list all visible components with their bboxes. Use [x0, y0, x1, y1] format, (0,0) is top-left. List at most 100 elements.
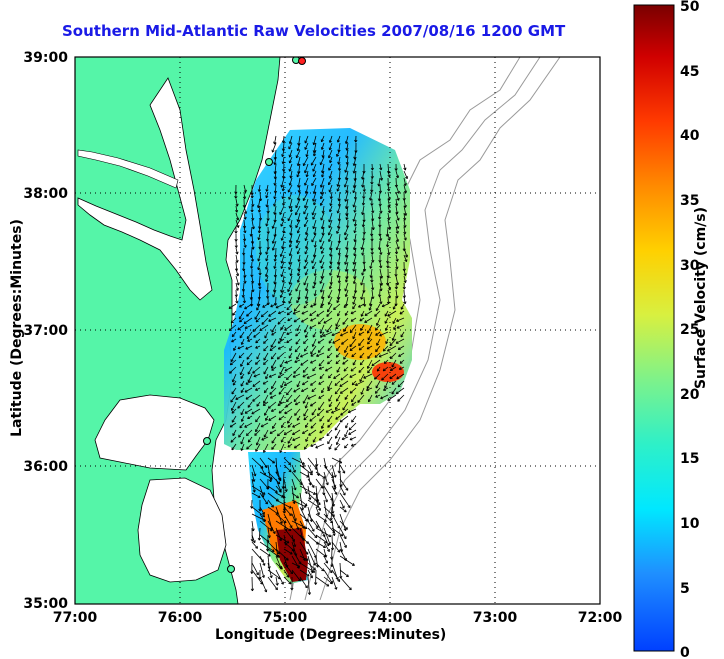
velocity-vector: [323, 457, 327, 469]
velocity-vector: [307, 506, 313, 522]
velocity-vector: [379, 233, 382, 241]
velocity-vector: [295, 282, 301, 292]
velocity-vector-head: [290, 469, 292, 472]
velocity-vector: [359, 352, 365, 359]
velocity-vector-head: [282, 280, 285, 283]
velocity-vector: [268, 310, 277, 317]
velocity-vector: [369, 191, 373, 201]
velocity-vector: [282, 156, 285, 164]
velocity-vector: [307, 576, 310, 595]
velocity-vector: [230, 317, 237, 324]
velocity-vector-head: [272, 150, 275, 153]
velocity-vector: [283, 478, 287, 492]
velocity-vector-head: [350, 392, 353, 394]
velocity-vector: [307, 569, 313, 579]
velocity-vector-head: [297, 231, 300, 234]
velocity-vector: [245, 380, 253, 385]
colorbar-tick: 30: [680, 258, 700, 274]
velocity-vector: [336, 240, 341, 251]
velocity-vector: [283, 296, 285, 304]
velocity-vector: [291, 506, 297, 521]
velocity-vector: [315, 576, 330, 587]
velocity-vector: [275, 471, 282, 481]
velocity-vector-head: [349, 345, 353, 348]
map-title: Southern Mid-Atlantic Raw Velocities 200…: [62, 22, 566, 40]
velocity-vector-head: [353, 262, 356, 265]
velocity-vector: [387, 212, 390, 221]
velocity-vector-head: [256, 357, 260, 360]
velocity-vector: [281, 268, 285, 277]
velocity-vector-head: [329, 405, 332, 408]
velocity-vector: [279, 443, 285, 453]
velocity-vector: [243, 205, 247, 214]
map-border: [74, 56, 601, 605]
velocity-vector: [255, 338, 261, 344]
velocity-vector: [247, 338, 253, 342]
velocity-vector-head: [297, 280, 300, 283]
x-tick-label: 72:00: [578, 610, 623, 626]
velocity-vector: [311, 233, 317, 243]
velocity-vector: [243, 233, 246, 242]
velocity-vector-head: [320, 218, 324, 221]
velocity-vector-head: [404, 301, 407, 305]
velocity-vector: [305, 436, 309, 442]
velocity-vector: [326, 324, 333, 333]
velocity-vector-head: [236, 268, 239, 271]
velocity-vector: [232, 429, 237, 436]
velocity-vector: [338, 156, 341, 165]
velocity-vector: [255, 345, 261, 349]
velocity-vector: [253, 373, 261, 377]
velocity-vector: [241, 338, 245, 345]
velocity-vector: [293, 303, 301, 312]
velocity-vector: [395, 338, 405, 344]
velocity-vector: [345, 135, 349, 144]
colorbar-tick: 20: [680, 387, 700, 403]
velocity-vector-head: [274, 281, 277, 285]
velocity-vector: [267, 485, 278, 493]
velocity-vector-head: [280, 385, 284, 389]
velocity-vector-head: [303, 414, 307, 417]
velocity-vector: [280, 282, 285, 293]
velocity-vector: [287, 436, 293, 444]
velocity-vector: [393, 324, 397, 330]
velocity-vector: [305, 296, 309, 304]
velocity-vector: [273, 198, 277, 207]
velocity-vector-head: [367, 371, 371, 374]
velocity-vector-head: [272, 295, 276, 298]
velocity-vector-head: [336, 349, 339, 352]
velocity-vector-head: [266, 204, 269, 208]
velocity-vector-head: [375, 350, 379, 353]
velocity-vector-head: [344, 435, 348, 438]
velocity-vector: [328, 401, 333, 407]
velocity-vector: [315, 457, 318, 467]
velocity-vector-head: [297, 219, 300, 222]
velocity-vector: [315, 485, 319, 503]
velocity-vector: [299, 499, 308, 507]
velocity-vector: [309, 324, 317, 329]
velocity-vector: [277, 317, 285, 325]
velocity-vector-head: [262, 559, 264, 562]
velocity-vector-head: [367, 338, 371, 341]
velocity-vector-head: [385, 328, 388, 331]
velocity-vector-head: [247, 372, 251, 375]
velocity-vector: [291, 569, 301, 582]
velocity-vector: [387, 170, 390, 178]
velocity-vector: [379, 212, 381, 220]
velocity-vector: [295, 240, 301, 249]
velocity-vector-head: [305, 238, 308, 242]
velocity-vector-head: [267, 246, 270, 250]
velocity-vector: [231, 387, 237, 395]
velocity-vector-head: [245, 189, 247, 193]
velocity-vector: [250, 289, 253, 300]
velocity-vector: [387, 345, 397, 352]
velocity-vector: [384, 317, 389, 324]
velocity-vector-head: [389, 227, 392, 230]
velocity-vector-head: [327, 442, 331, 445]
velocity-vector: [317, 408, 325, 416]
colorbar-tick: 40: [680, 128, 700, 144]
velocity-vector: [321, 289, 325, 299]
velocity-vector: [398, 352, 405, 357]
colorbar-tick: 45: [680, 64, 699, 80]
velocity-vector: [285, 401, 293, 408]
velocity-vector-head: [312, 335, 316, 338]
